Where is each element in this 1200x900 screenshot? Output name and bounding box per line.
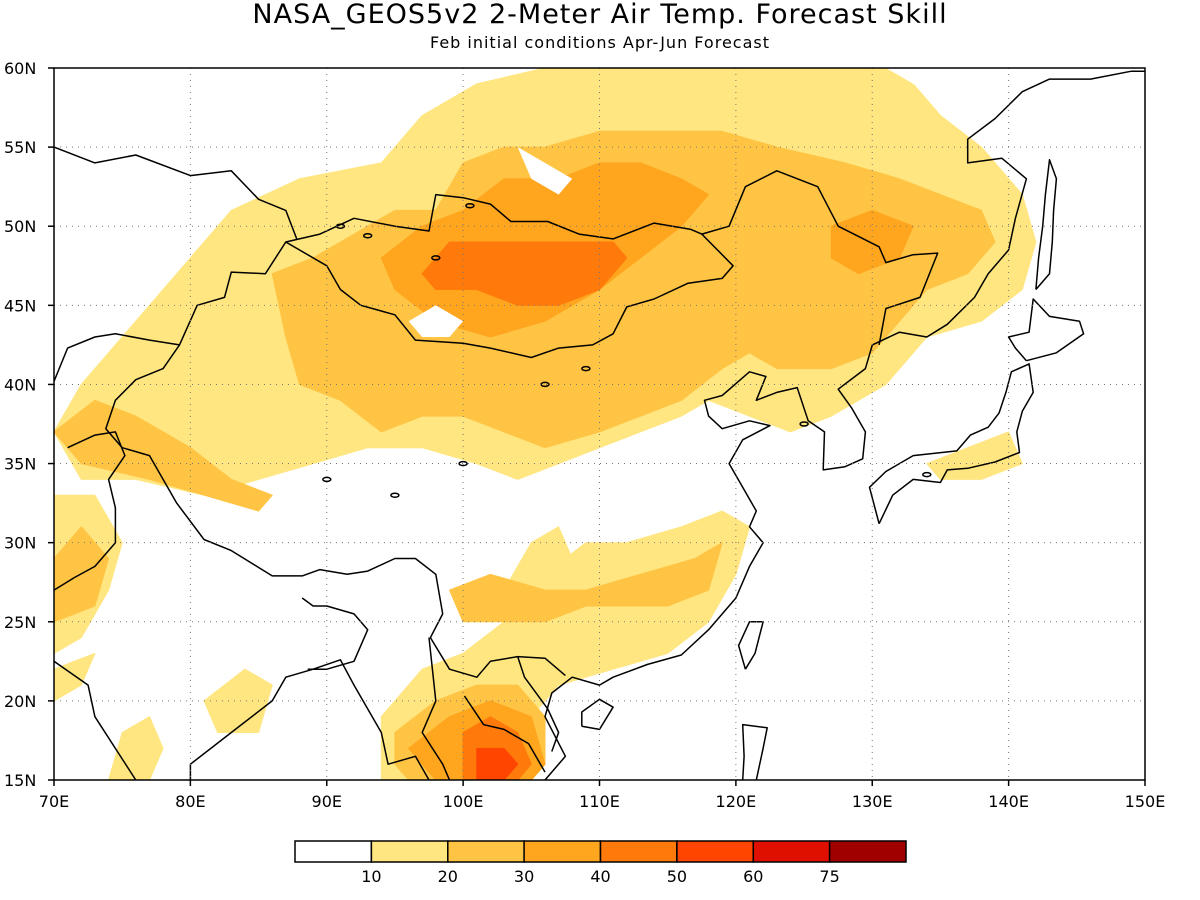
latitude-ticks: 15N 20N 25N 30N 35N 40N 45N 50N 55N 60N [4,59,54,790]
colorbar-label-75: 75 [819,867,839,886]
chart-title: NASA_GEOS5v2 2-Meter Air Temp. Forecast … [252,0,948,30]
tick-label-lon-90: 90E [312,792,342,811]
colorbar-label-50: 50 [667,867,687,886]
lake-0 [431,255,441,261]
skill-fill-layer [54,68,1145,780]
coastline-4 [868,363,1034,525]
coastline-14 [301,597,369,670]
skill-region-19 [476,747,519,780]
coastline-8 [581,698,614,731]
no-skill-patch-1 [517,147,573,195]
tick-label-lon-150: 150E [1125,792,1166,811]
no-skill-patch-0 [408,305,464,337]
coastline-12 [285,233,734,359]
chart-subtitle: Feb initial conditions Apr-Jun Forecast [429,33,770,52]
tick-label-lat-45: 45N [4,296,36,315]
colorbar-label-30: 30 [514,867,534,886]
coastline-17 [463,695,546,773]
coastline-9 [741,723,768,780]
tick-label-lon-100: 100E [443,792,484,811]
coastline-6 [1035,159,1058,290]
coastline-10 [188,862,215,900]
tick-label-lon-80: 80E [175,792,205,811]
skill-region-7 [926,431,1023,480]
colorbar-label-10: 10 [361,867,381,886]
tick-label-lat-30: 30N [4,534,36,553]
lake-7 [322,476,332,483]
lake-8 [390,492,400,498]
colorbar-bin-3 [523,840,602,863]
coastline-5 [1007,298,1085,362]
colorbar-label-40: 40 [590,867,610,886]
colorbar-bin-2 [447,840,525,863]
lake-10 [922,471,932,478]
skill-region-4 [108,716,164,780]
tick-label-lat-15: 15N [4,771,36,790]
coastline-0 [54,660,137,780]
colorbar-label-60: 60 [743,867,763,886]
tick-label-lon-110: 110E [579,792,620,811]
tick-label-lon-70: 70E [39,792,69,811]
lake-6 [581,365,591,372]
tick-label-lat-55: 55N [4,138,36,157]
tick-label-lat-50: 50N [4,217,36,236]
coastline-11 [54,170,939,382]
colorbar-bin-1 [370,840,449,863]
coastline-18 [516,656,560,752]
coastline-15 [54,431,126,591]
colorbar-bin-5 [676,840,755,863]
tick-label-lat-20: 20N [4,692,36,711]
tick-label-lon-120: 120E [716,792,757,811]
lake-3 [362,232,373,239]
tick-label-lat-25: 25N [4,613,36,632]
tick-label-lat-40: 40N [4,375,36,394]
tick-label-lon-140: 140E [988,792,1029,811]
lake-1 [465,202,475,209]
coastline-19 [54,146,298,240]
coastline-16 [421,637,451,780]
skill-region-5 [203,668,273,733]
coastline-13 [105,344,566,678]
no-skill-patch-2 [885,68,1145,227]
longitude-ticks: 70E 80E 90E 100E 110E 120E 130E 140E 150E [39,780,1166,811]
skill-region-11 [449,542,723,623]
tick-label-lat-35: 35N [4,455,36,474]
colorbar-bin-7 [828,840,907,863]
lake-9 [799,421,809,427]
skill-region-6 [54,652,96,702]
coastline-3 [544,70,1145,780]
colorbar-bin-4 [599,840,678,863]
colorbar: 10 20 30 40 50 60 75 [294,840,907,886]
colorbar-bin-0 [294,840,373,863]
colorbar-bin-6 [752,840,831,863]
tick-label-lon-130: 130E [852,792,893,811]
lake-5 [458,460,468,467]
colorbar-label-20: 20 [438,867,458,886]
tick-label-lat-60: 60N [4,59,36,78]
skill-region-17 [421,241,628,306]
coastline-7 [737,621,764,670]
skill-region-10 [54,399,273,512]
